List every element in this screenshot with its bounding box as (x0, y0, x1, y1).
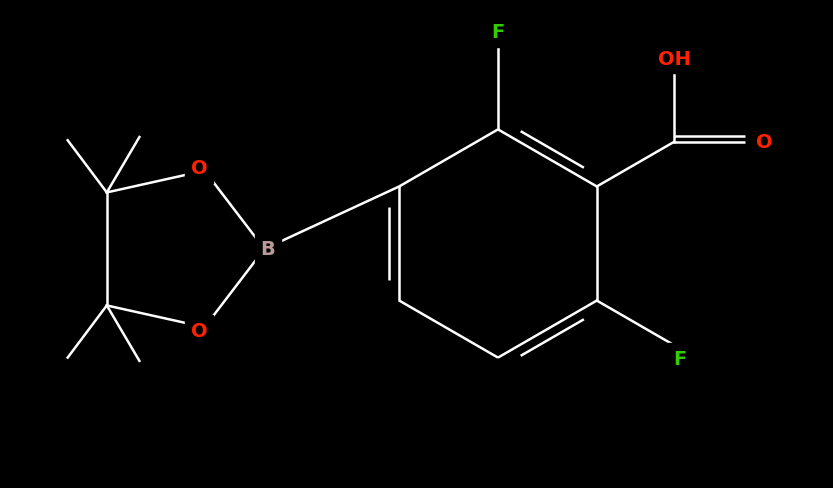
Text: F: F (673, 349, 686, 368)
Text: B: B (260, 240, 275, 259)
Text: O: O (756, 133, 772, 152)
Text: F: F (491, 23, 505, 42)
Text: OH: OH (657, 50, 691, 69)
Text: O: O (191, 321, 207, 340)
Text: O: O (191, 159, 207, 178)
